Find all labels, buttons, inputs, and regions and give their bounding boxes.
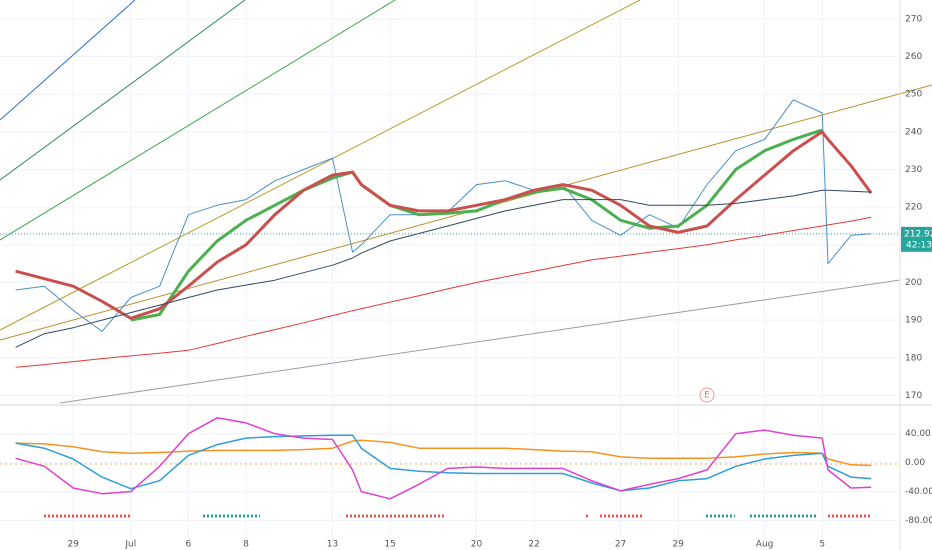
series-line [15, 434, 872, 492]
x-tick-label: 15 [384, 540, 395, 550]
x-tick-label: 8 [243, 540, 249, 550]
x-tick-label: 6 [186, 540, 192, 550]
y-tick-label: -80.00 [905, 516, 932, 526]
y-tick-label: 0.00 [905, 458, 925, 468]
y-tick-label: 40.00 [905, 429, 931, 439]
x-tick-label: 20 [471, 540, 483, 550]
last-price-label: 212.92 [904, 229, 932, 239]
price-tag [901, 226, 932, 252]
x-tick-label: 13 [327, 540, 338, 550]
x-tick-label: 29 [67, 540, 79, 550]
y-tick-label: 200 [905, 278, 922, 288]
series-line [130, 128, 823, 322]
y-tick-label: 250 [905, 90, 922, 100]
y-tick-label: -40.00 [905, 487, 932, 497]
series-line [15, 130, 873, 320]
series-line [15, 417, 872, 500]
x-tick-label: Aug [756, 540, 774, 550]
x-tick-label: 29 [672, 540, 684, 550]
y-tick-label: 180 [905, 353, 922, 363]
y-tick-label: 230 [905, 165, 922, 175]
x-tick-label: 22 [528, 540, 539, 550]
series-line [15, 189, 872, 348]
y-tick-label: 170 [905, 391, 922, 401]
grid [0, 0, 900, 540]
y-tick-label: 240 [905, 127, 922, 137]
series-line [15, 216, 872, 368]
x-tick-label: Jul [124, 540, 136, 550]
y-tick-label: 270 [905, 14, 922, 24]
y-tick-label: 190 [905, 316, 922, 326]
x-tick-label: 5 [819, 540, 825, 550]
y-tick-label: 260 [905, 52, 922, 62]
earnings-marker[interactable] [699, 387, 715, 403]
series-line [15, 439, 872, 467]
y-tick-label: 220 [905, 203, 922, 213]
earnings-label[interactable]: E [704, 391, 710, 401]
x-tick-label: 27 [615, 540, 626, 550]
countdown-label: 42:13 [906, 240, 932, 250]
